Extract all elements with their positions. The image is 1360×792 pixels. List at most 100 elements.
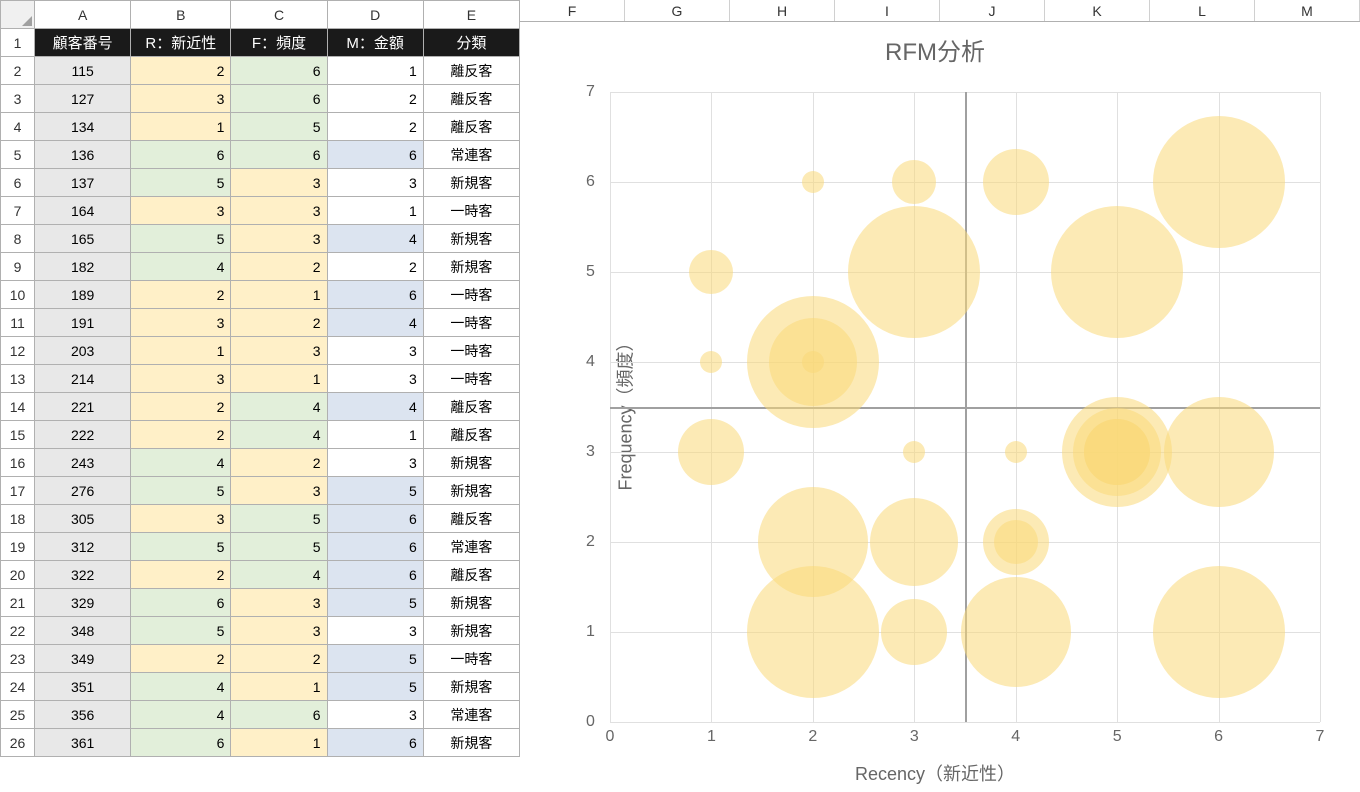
- table-cell[interactable]: 一時客: [423, 645, 519, 673]
- table-cell[interactable]: 6: [327, 561, 423, 589]
- row-header[interactable]: 22: [1, 617, 35, 645]
- table-cell[interactable]: 一時客: [423, 197, 519, 225]
- table-cell[interactable]: 164: [35, 197, 131, 225]
- table-cell[interactable]: 4: [231, 561, 327, 589]
- table-cell[interactable]: 新規客: [423, 617, 519, 645]
- table-cell[interactable]: 243: [35, 449, 131, 477]
- table-cell[interactable]: 新規客: [423, 673, 519, 701]
- table-cell[interactable]: 3: [327, 365, 423, 393]
- table-cell[interactable]: 6: [327, 533, 423, 561]
- table-cell[interactable]: 351: [35, 673, 131, 701]
- table-cell[interactable]: 4: [327, 225, 423, 253]
- table-header-cell[interactable]: R：新近性: [131, 29, 231, 57]
- table-cell[interactable]: 3: [231, 197, 327, 225]
- table-cell[interactable]: 2: [131, 421, 231, 449]
- table-cell[interactable]: 349: [35, 645, 131, 673]
- row-header[interactable]: 1: [1, 29, 35, 57]
- table-cell[interactable]: 新規客: [423, 253, 519, 281]
- row-header[interactable]: 2: [1, 57, 35, 85]
- row-header[interactable]: 10: [1, 281, 35, 309]
- table-header-cell[interactable]: M：金額: [327, 29, 423, 57]
- table-cell[interactable]: 3: [231, 337, 327, 365]
- table-cell[interactable]: 3: [327, 337, 423, 365]
- table-cell[interactable]: 4: [327, 393, 423, 421]
- table-cell[interactable]: 2: [131, 561, 231, 589]
- column-header[interactable]: M: [1255, 0, 1360, 21]
- table-cell[interactable]: 2: [231, 449, 327, 477]
- table-cell[interactable]: 4: [131, 449, 231, 477]
- table-cell[interactable]: 3: [327, 449, 423, 477]
- table-cell[interactable]: 165: [35, 225, 131, 253]
- table-cell[interactable]: 離反客: [423, 113, 519, 141]
- table-cell[interactable]: 3: [327, 701, 423, 729]
- table-cell[interactable]: 5: [327, 645, 423, 673]
- table-cell[interactable]: 離反客: [423, 421, 519, 449]
- table-cell[interactable]: 4: [231, 393, 327, 421]
- table-cell[interactable]: 3: [231, 589, 327, 617]
- row-header[interactable]: 18: [1, 505, 35, 533]
- table-cell[interactable]: 6: [231, 57, 327, 85]
- table-cell[interactable]: 離反客: [423, 85, 519, 113]
- select-all-corner[interactable]: [1, 1, 35, 29]
- table-cell[interactable]: 離反客: [423, 57, 519, 85]
- column-header[interactable]: G: [625, 0, 730, 21]
- table-cell[interactable]: 1: [327, 197, 423, 225]
- row-header[interactable]: 17: [1, 477, 35, 505]
- table-cell[interactable]: 276: [35, 477, 131, 505]
- table-cell[interactable]: 3: [131, 197, 231, 225]
- row-header[interactable]: 12: [1, 337, 35, 365]
- table-cell[interactable]: 3: [327, 169, 423, 197]
- table-cell[interactable]: 6: [131, 141, 231, 169]
- table-cell[interactable]: 322: [35, 561, 131, 589]
- table-cell[interactable]: 2: [131, 57, 231, 85]
- row-header[interactable]: 20: [1, 561, 35, 589]
- table-cell[interactable]: 348: [35, 617, 131, 645]
- table-cell[interactable]: 4: [131, 253, 231, 281]
- table-cell[interactable]: 329: [35, 589, 131, 617]
- row-header[interactable]: 5: [1, 141, 35, 169]
- row-header[interactable]: 14: [1, 393, 35, 421]
- row-header[interactable]: 23: [1, 645, 35, 673]
- table-cell[interactable]: 3: [231, 477, 327, 505]
- table-header-cell[interactable]: 分類: [423, 29, 519, 57]
- table-cell[interactable]: 3: [131, 505, 231, 533]
- table-cell[interactable]: 新規客: [423, 225, 519, 253]
- table-cell[interactable]: 6: [327, 141, 423, 169]
- table-cell[interactable]: 191: [35, 309, 131, 337]
- table-cell[interactable]: 5: [131, 477, 231, 505]
- column-header[interactable]: I: [835, 0, 940, 21]
- row-header[interactable]: 26: [1, 729, 35, 757]
- table-header-cell[interactable]: F：頻度: [231, 29, 327, 57]
- table-cell[interactable]: 3: [131, 309, 231, 337]
- table-cell[interactable]: 6: [131, 589, 231, 617]
- table-cell[interactable]: 2: [131, 393, 231, 421]
- table-cell[interactable]: 常連客: [423, 141, 519, 169]
- row-header[interactable]: 9: [1, 253, 35, 281]
- row-header[interactable]: 7: [1, 197, 35, 225]
- table-cell[interactable]: 5: [131, 533, 231, 561]
- table-cell[interactable]: 4: [131, 673, 231, 701]
- table-cell[interactable]: 2: [327, 85, 423, 113]
- table-cell[interactable]: 1: [327, 421, 423, 449]
- table-cell[interactable]: 2: [131, 281, 231, 309]
- row-header[interactable]: 3: [1, 85, 35, 113]
- table-cell[interactable]: 1: [231, 673, 327, 701]
- table-cell[interactable]: 1: [231, 729, 327, 757]
- table-cell[interactable]: 1: [231, 365, 327, 393]
- table-cell[interactable]: 1: [131, 113, 231, 141]
- column-header[interactable]: A: [35, 1, 131, 29]
- table-cell[interactable]: 356: [35, 701, 131, 729]
- table-cell[interactable]: 214: [35, 365, 131, 393]
- table-cell[interactable]: 5: [131, 225, 231, 253]
- row-header[interactable]: 4: [1, 113, 35, 141]
- table-cell[interactable]: 203: [35, 337, 131, 365]
- table-cell[interactable]: 4: [327, 309, 423, 337]
- table-cell[interactable]: 新規客: [423, 169, 519, 197]
- table-cell[interactable]: 6: [231, 701, 327, 729]
- table-cell[interactable]: 221: [35, 393, 131, 421]
- table-cell[interactable]: 3: [231, 617, 327, 645]
- table-cell[interactable]: 4: [131, 701, 231, 729]
- table-cell[interactable]: 3: [231, 169, 327, 197]
- table-cell[interactable]: 5: [231, 505, 327, 533]
- table-cell[interactable]: 離反客: [423, 393, 519, 421]
